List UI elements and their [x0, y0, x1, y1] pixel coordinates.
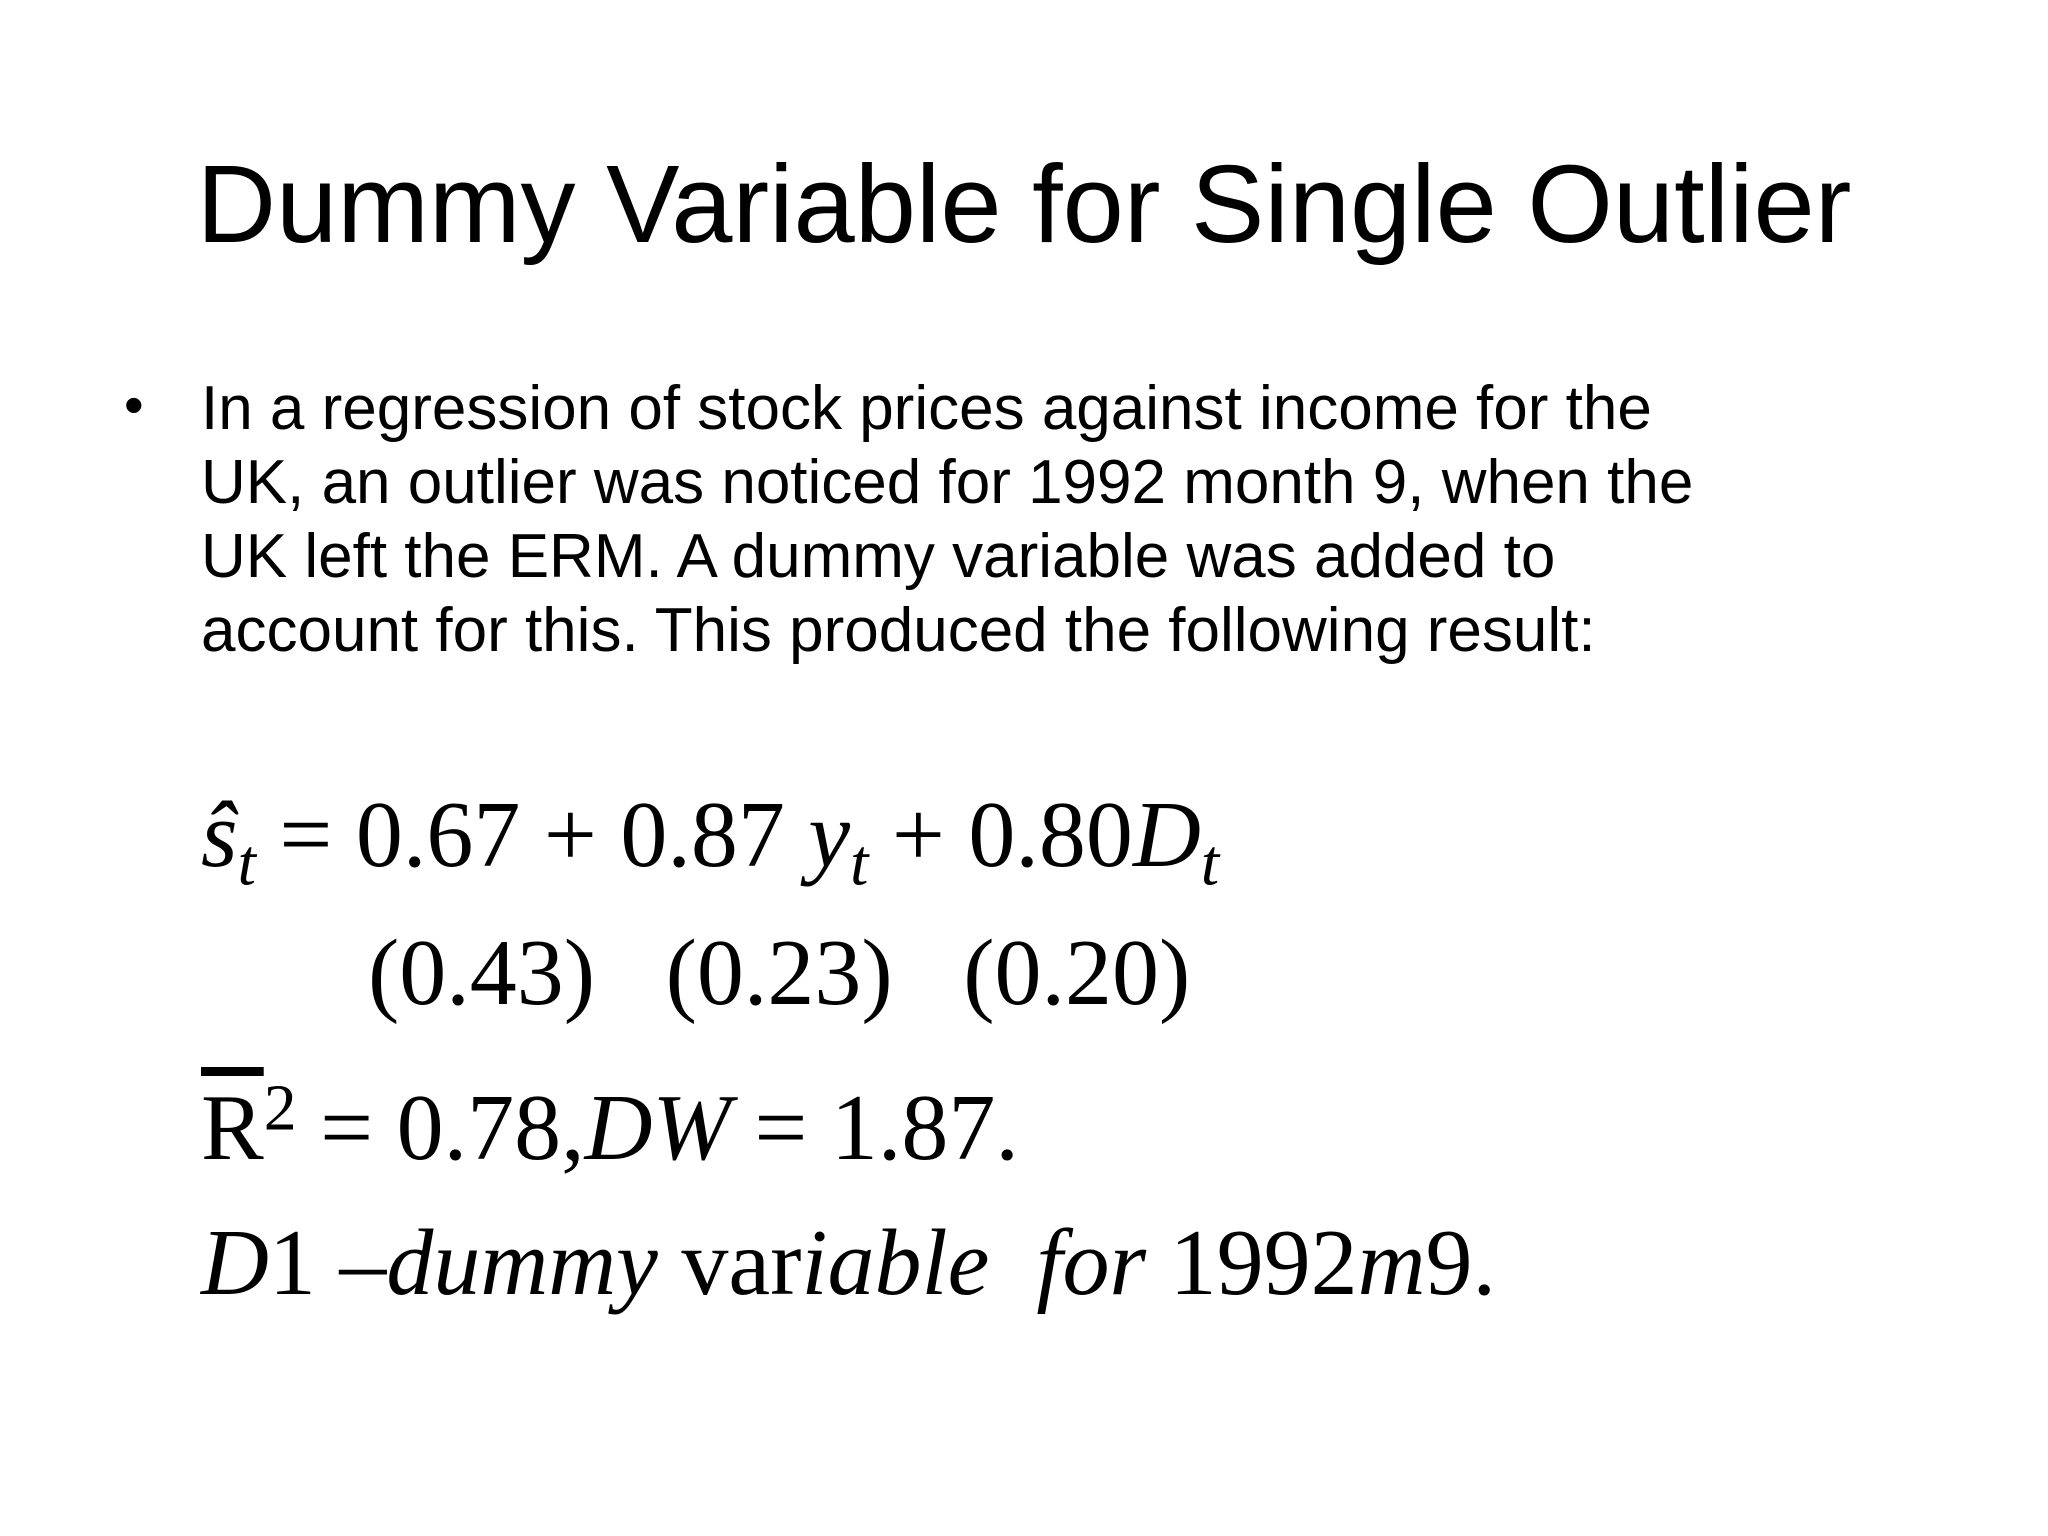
- superscript: 2: [263, 1071, 297, 1145]
- subscript: t: [1200, 826, 1220, 900]
- symbol: D: [201, 1211, 269, 1315]
- word: var: [681, 1211, 802, 1315]
- subscript: t: [237, 826, 256, 900]
- standard-error: (0.20): [963, 921, 1191, 1025]
- term: = 0.78,: [320, 1076, 585, 1180]
- term: 1992: [1169, 1211, 1358, 1315]
- subscript: t: [850, 826, 869, 900]
- word: dummy: [386, 1211, 658, 1315]
- symbol: y: [808, 783, 851, 887]
- note: D1 –dummy variable for 1992m9.: [201, 1208, 1496, 1318]
- symbol: D: [1132, 783, 1201, 887]
- term: = 1.87.: [754, 1076, 1019, 1180]
- standard-errors: (0.43) (0.23) (0.20): [368, 918, 1190, 1028]
- standard-error: (0.23): [665, 921, 893, 1025]
- symbol: m: [1357, 1211, 1426, 1315]
- bullet-text: In a regression of stock prices against …: [201, 374, 1694, 665]
- standard-error: (0.43): [368, 921, 596, 1025]
- term: + 0.80: [891, 783, 1133, 887]
- term: 9.: [1425, 1211, 1496, 1315]
- symbol: R: [201, 1076, 264, 1180]
- slide-title: Dummy Variable for Single Outlier: [196, 143, 1852, 266]
- fit-statistics: R2 = 0.78,DW = 1.87.: [201, 1073, 1019, 1183]
- equation: ŝt = 0.67 + 0.87 yt + 0.80Dt: [201, 780, 1219, 896]
- bullet-marker: •: [124, 373, 144, 436]
- symbol: ŝ: [201, 783, 238, 887]
- term: 1 –: [268, 1211, 387, 1315]
- term: = 0.67 + 0.87: [279, 783, 785, 887]
- word: iable for: [801, 1211, 1147, 1315]
- symbol: DW: [584, 1076, 731, 1180]
